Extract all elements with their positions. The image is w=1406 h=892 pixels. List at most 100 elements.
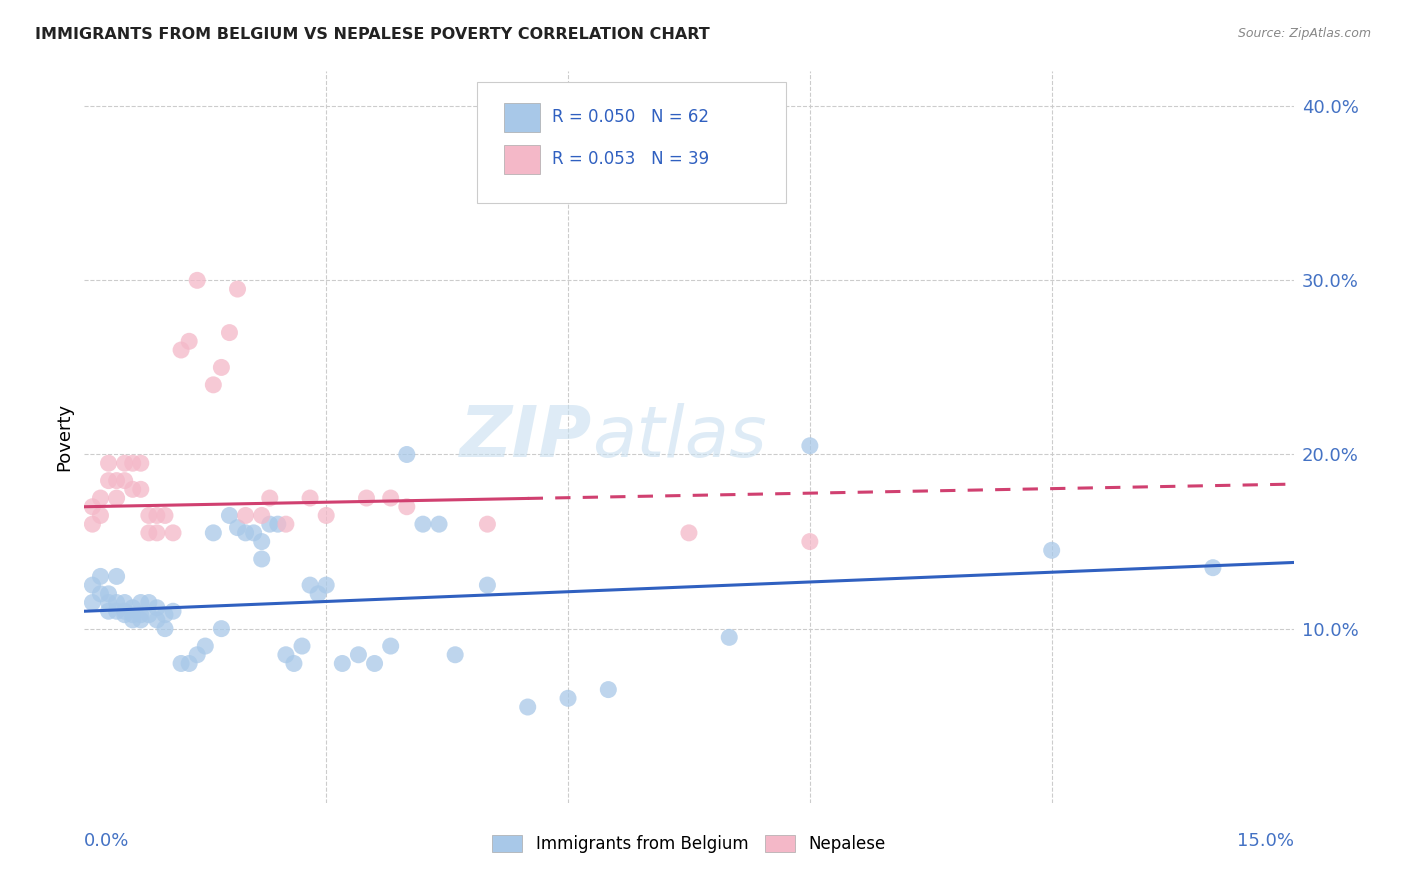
Point <box>209 360 232 375</box>
Text: 0.0%: 0.0% <box>84 832 129 850</box>
Point <box>162 604 184 618</box>
Point <box>267 517 290 532</box>
Point <box>250 534 273 549</box>
Point <box>274 517 297 532</box>
Point <box>129 483 152 497</box>
Point <box>259 517 281 532</box>
Point <box>516 700 538 714</box>
Point <box>363 657 385 671</box>
Point <box>138 508 160 523</box>
Point <box>153 607 176 622</box>
Point <box>598 682 620 697</box>
Point <box>82 595 104 609</box>
Point <box>105 604 128 618</box>
Text: ZIP: ZIP <box>460 402 592 472</box>
Point <box>1040 543 1063 558</box>
Point <box>202 377 225 392</box>
Point <box>307 587 329 601</box>
Y-axis label: Poverty: Poverty <box>55 403 73 471</box>
FancyBboxPatch shape <box>503 145 540 174</box>
Point <box>412 517 434 532</box>
Point <box>718 631 741 645</box>
Point <box>250 552 273 566</box>
Point <box>242 525 264 540</box>
Point <box>170 657 193 671</box>
Point <box>121 607 143 622</box>
Text: IMMIGRANTS FROM BELGIUM VS NEPALESE POVERTY CORRELATION CHART: IMMIGRANTS FROM BELGIUM VS NEPALESE POVE… <box>35 27 710 42</box>
FancyBboxPatch shape <box>503 103 540 132</box>
Point <box>250 508 273 523</box>
Point <box>202 525 225 540</box>
Point <box>186 648 208 662</box>
Point <box>186 273 208 287</box>
Point <box>259 491 281 505</box>
Point <box>146 508 169 523</box>
Point <box>315 508 337 523</box>
Point <box>138 595 160 609</box>
Point <box>121 600 143 615</box>
Point <box>97 456 120 470</box>
Text: 15.0%: 15.0% <box>1236 832 1294 850</box>
Point <box>315 578 337 592</box>
Point <box>121 456 143 470</box>
Point <box>97 474 120 488</box>
Point <box>89 569 111 583</box>
Point <box>97 604 120 618</box>
Point <box>129 456 152 470</box>
Point <box>395 448 418 462</box>
Point <box>146 525 169 540</box>
Legend: Immigrants from Belgium, Nepalese: Immigrants from Belgium, Nepalese <box>492 835 886 853</box>
Point <box>114 607 136 622</box>
Point <box>129 595 152 609</box>
Text: Source: ZipAtlas.com: Source: ZipAtlas.com <box>1237 27 1371 40</box>
Point <box>444 648 467 662</box>
Point <box>97 587 120 601</box>
Point <box>105 595 128 609</box>
Point <box>395 500 418 514</box>
Point <box>146 613 169 627</box>
Point <box>380 491 402 505</box>
Point <box>129 607 152 622</box>
Point <box>427 517 450 532</box>
Point <box>274 648 297 662</box>
Point <box>153 508 176 523</box>
Point <box>347 648 370 662</box>
Point <box>89 508 111 523</box>
Point <box>105 569 128 583</box>
Point <box>380 639 402 653</box>
Point <box>89 587 111 601</box>
Text: atlas: atlas <box>592 402 766 472</box>
Point <box>82 517 104 532</box>
Point <box>179 657 201 671</box>
Point <box>162 525 184 540</box>
Text: R = 0.050   N = 62: R = 0.050 N = 62 <box>553 109 709 127</box>
Point <box>209 622 232 636</box>
Point <box>89 491 111 505</box>
Point <box>129 613 152 627</box>
Point <box>82 500 104 514</box>
Point <box>218 326 240 340</box>
Point <box>138 607 160 622</box>
Point <box>226 282 249 296</box>
Text: R = 0.053   N = 39: R = 0.053 N = 39 <box>553 150 710 168</box>
Point <box>121 483 143 497</box>
Point <box>121 613 143 627</box>
Point <box>105 474 128 488</box>
Point <box>138 525 160 540</box>
Point <box>179 334 201 349</box>
Point <box>557 691 579 706</box>
Point <box>218 508 240 523</box>
Point <box>356 491 378 505</box>
FancyBboxPatch shape <box>478 82 786 203</box>
Point <box>194 639 217 653</box>
Point <box>799 439 821 453</box>
Point <box>105 491 128 505</box>
Point <box>235 525 257 540</box>
Point <box>1202 560 1225 574</box>
Point <box>114 595 136 609</box>
Point <box>82 578 104 592</box>
Point <box>170 343 193 357</box>
Point <box>226 521 249 535</box>
Point <box>235 508 257 523</box>
Point <box>299 578 322 592</box>
